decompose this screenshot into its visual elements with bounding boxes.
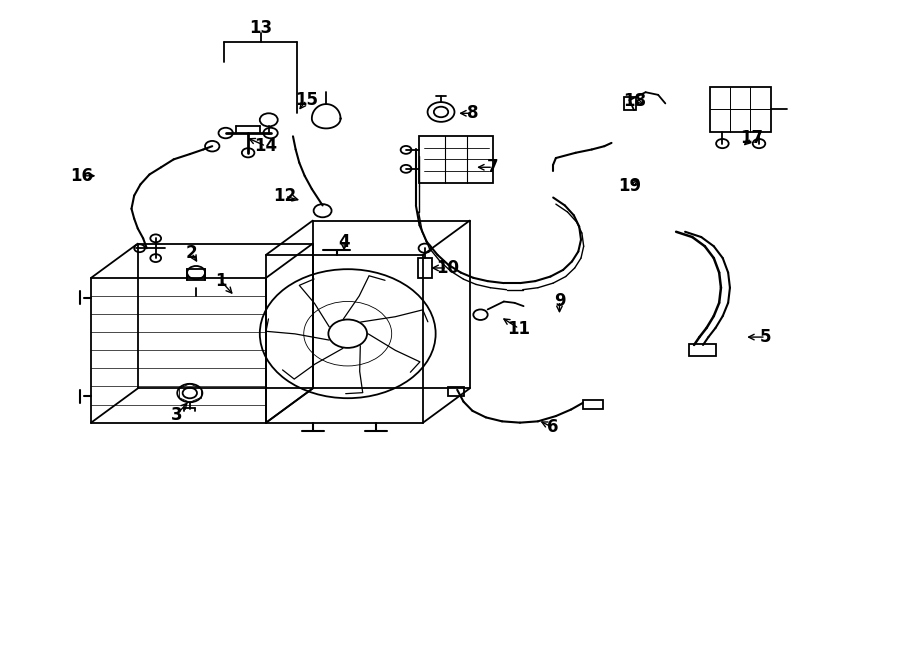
Text: 19: 19: [618, 176, 641, 195]
Bar: [419, 136, 493, 183]
Text: 4: 4: [338, 233, 350, 251]
Bar: [448, 387, 464, 397]
Text: 1: 1: [215, 272, 227, 290]
Text: 10: 10: [436, 259, 459, 277]
Text: 14: 14: [255, 137, 277, 155]
Bar: [688, 344, 716, 356]
Text: 11: 11: [508, 319, 531, 338]
Text: 9: 9: [554, 292, 565, 310]
Text: 16: 16: [70, 167, 94, 185]
Text: 2: 2: [185, 244, 197, 262]
Bar: [583, 401, 602, 409]
Bar: [624, 97, 635, 110]
Text: 15: 15: [295, 91, 318, 109]
Text: 6: 6: [546, 418, 558, 436]
Text: 17: 17: [740, 130, 763, 147]
Text: 3: 3: [170, 406, 182, 424]
Text: 5: 5: [760, 328, 771, 346]
Text: 13: 13: [249, 19, 272, 37]
Text: 8: 8: [467, 104, 478, 122]
Bar: [187, 268, 205, 280]
Bar: [418, 258, 432, 278]
Text: 12: 12: [274, 187, 296, 205]
Text: 18: 18: [624, 93, 646, 110]
Text: 7: 7: [487, 158, 499, 176]
Bar: [710, 87, 771, 132]
